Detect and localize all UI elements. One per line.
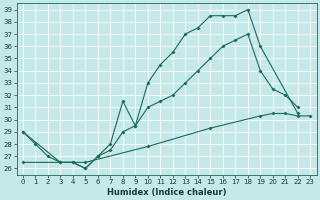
X-axis label: Humidex (Indice chaleur): Humidex (Indice chaleur) [107,188,226,197]
